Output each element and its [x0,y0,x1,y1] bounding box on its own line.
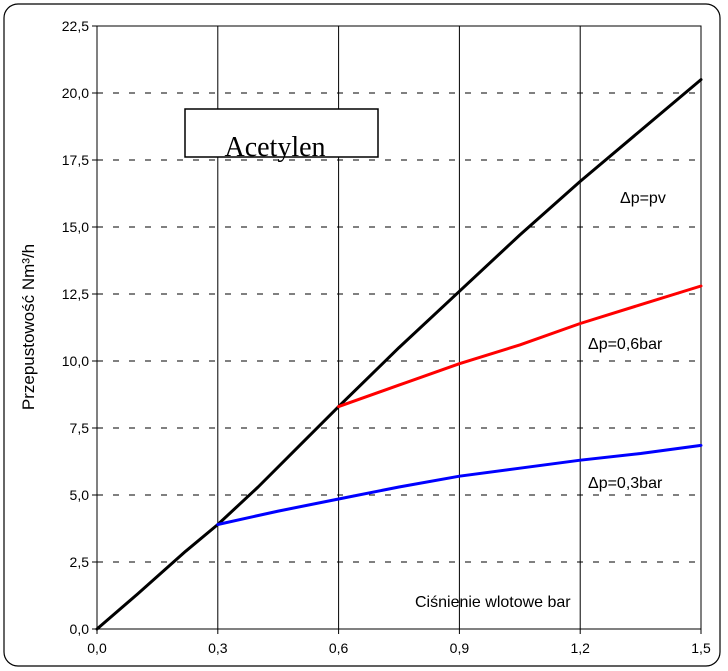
y-tick-label: 0,0 [70,621,90,637]
series-label-pv: Δp=pv [620,190,666,207]
series-line-2 [216,443,703,526]
x-tick-label: 0,3 [208,640,228,656]
y-tick-label: 7,5 [70,420,90,436]
y-axis-label: Przepustowość Nm³/h [19,244,38,410]
chart-title: Acetylen [224,132,325,163]
x-tick-label: 1,2 [570,640,590,656]
x-tick-label: 1,5 [691,640,711,656]
y-tick-label: 20,0 [62,85,89,101]
series-label-03bar: Δp=0,3bar [588,475,663,492]
y-tick-label: 2,5 [70,554,90,570]
x-tick-label: 0,9 [450,640,470,656]
series-label-06bar: Δp=0,6bar [588,336,663,353]
x-tick-label: 0,0 [87,640,107,656]
title-box [184,108,379,158]
y-tick-label: 10,0 [62,353,89,369]
x-tick-label: 0,6 [329,640,349,656]
x-axis-label: Ciśnienie wlotowe bar [415,594,571,611]
axis-ticks: 0,0 0,3 0,6 0,9 1,2 1,5 0,0 2,5 5,0 7,5 10,0 12,5 15… [62,18,711,656]
y-tick-label: 17,5 [62,152,89,168]
grid [97,26,701,629]
y-tick-label: 5,0 [70,487,90,503]
y-tick-label: 22,5 [62,18,89,34]
series-line-1 [337,284,703,409]
series-lines [95,78,703,631]
y-tick-label: 12,5 [62,286,89,302]
y-tick-label: 15,0 [62,219,89,235]
